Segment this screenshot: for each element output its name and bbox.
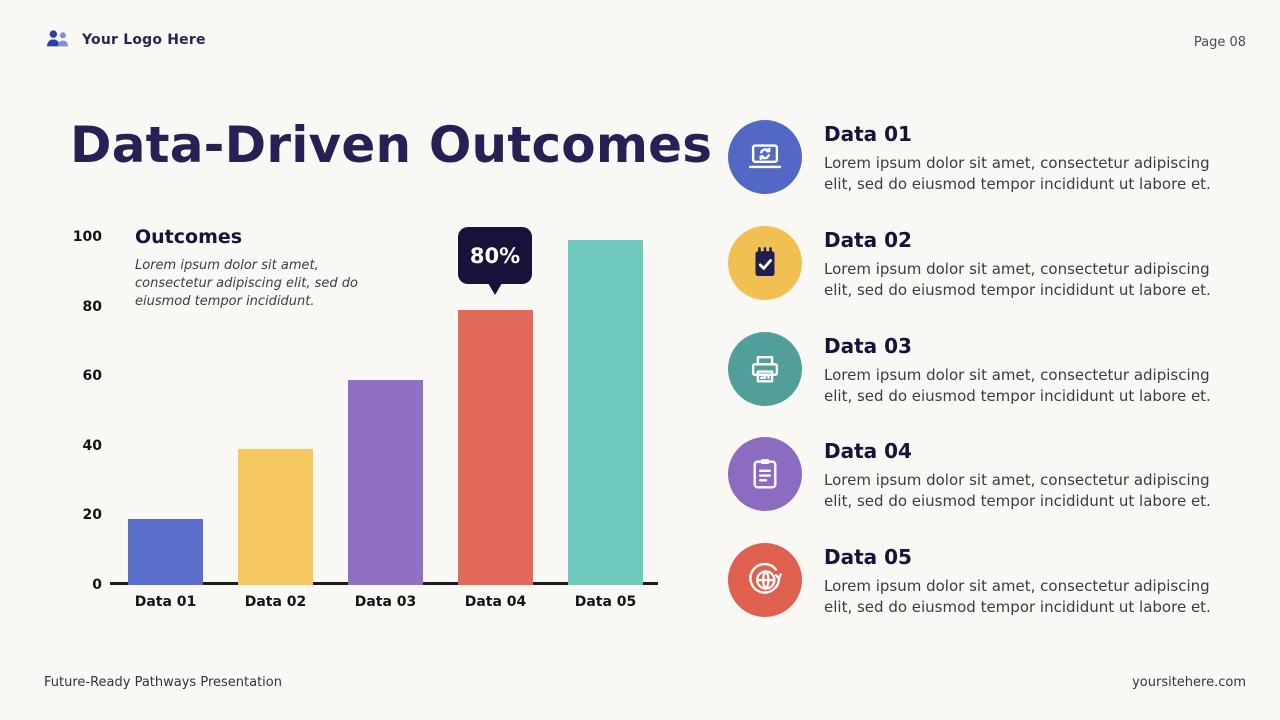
item-title: Data 03: [824, 334, 912, 358]
page-number: Page 08: [1193, 35, 1246, 50]
item-icon-circle: [728, 120, 802, 194]
globe-arrow-icon: [749, 562, 782, 594]
item-description: Lorem ipsum dolor sit amet, consectetur …: [824, 260, 1211, 299]
laptop-sync-icon: [748, 144, 782, 169]
chart-subtitle: Lorem ipsum dolor sit amet, consectetur …: [135, 258, 358, 309]
x-axis-label: Data 05: [574, 594, 637, 610]
chart-header: Outcomes Lorem ipsum dolor sit amet, con…: [135, 226, 385, 311]
list-item: Data 01 Lorem ipsum dolor sit amet, cons…: [728, 120, 1228, 195]
notepad-check-icon: [755, 247, 775, 276]
item-text: Data 03 Lorem ipsum dolor sit amet, cons…: [824, 332, 1228, 407]
y-axis-tick: 100: [72, 229, 102, 245]
bar-data-01: [128, 519, 203, 585]
clipboard-list-icon: [753, 459, 777, 489]
y-axis-tick: 60: [82, 368, 102, 384]
item-text: Data 02 Lorem ipsum dolor sit amet, cons…: [824, 226, 1228, 301]
y-axis-tick: 40: [82, 438, 102, 454]
x-axis-label: Data 04: [464, 594, 527, 610]
printer-icon: [751, 355, 779, 383]
item-title: Data 04: [824, 439, 912, 463]
item-icon-circle: [728, 226, 802, 300]
y-axis-tick: 0: [92, 577, 102, 593]
bar-data-05: [568, 240, 643, 585]
chart-title: Outcomes: [135, 226, 243, 248]
item-icon-circle: [728, 543, 802, 617]
x-axis-label: Data 01: [134, 594, 197, 610]
item-description: Lorem ipsum dolor sit amet, consectetur …: [824, 471, 1211, 510]
bar-data-03: [348, 380, 423, 585]
item-description: Lorem ipsum dolor sit amet, consectetur …: [824, 154, 1211, 193]
footer-presentation-name: Future-Ready Pathways Presentation: [44, 675, 282, 690]
logo-icon: [47, 30, 69, 47]
list-item: Data 05 Lorem ipsum dolor sit amet, cons…: [728, 543, 1228, 618]
bar-data-02: [238, 449, 313, 585]
list-item: Data 03 Lorem ipsum dolor sit amet, cons…: [728, 332, 1228, 407]
item-text: Data 04 Lorem ipsum dolor sit amet, cons…: [824, 437, 1228, 512]
y-axis-tick: 20: [82, 507, 102, 523]
item-text: Data 05 Lorem ipsum dolor sit amet, cons…: [824, 543, 1228, 618]
item-title: Data 01: [824, 122, 912, 146]
item-title: Data 02: [824, 228, 912, 252]
list-item: Data 02 Lorem ipsum dolor sit amet, cons…: [728, 226, 1228, 301]
bar-data-04: [458, 310, 533, 585]
item-description: Lorem ipsum dolor sit amet, consectetur …: [824, 577, 1211, 616]
item-icon-circle: [728, 332, 802, 406]
y-axis-tick: 80: [82, 299, 102, 315]
item-title: Data 05: [824, 545, 912, 569]
page-title: Data-Driven Outcomes: [70, 116, 713, 174]
item-description: Lorem ipsum dolor sit amet, consectetur …: [824, 366, 1211, 405]
x-axis-label: Data 02: [244, 594, 307, 610]
logo: Your Logo Here: [44, 28, 206, 52]
chart-tooltip: 80%: [458, 227, 532, 284]
list-item: Data 04 Lorem ipsum dolor sit amet, cons…: [728, 437, 1228, 512]
footer-website: yoursitehere.com: [1132, 675, 1246, 690]
logo-text: Your Logo Here: [82, 32, 206, 48]
item-text: Data 01 Lorem ipsum dolor sit amet, cons…: [824, 120, 1228, 195]
item-icon-circle: [728, 437, 802, 511]
x-axis-label: Data 03: [354, 594, 417, 610]
